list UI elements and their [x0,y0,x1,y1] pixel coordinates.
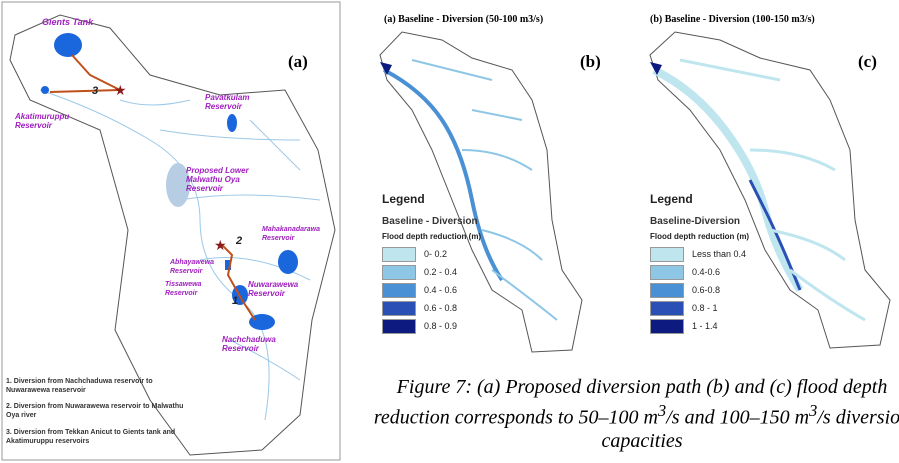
path-number: 3 [92,85,98,97]
legend: Legend Baseline-Diversion Flood depth redu… [650,192,749,335]
path-number: 1 [232,295,238,307]
legend-swatch [382,283,416,298]
legend-row: 1 - 1.4 [650,317,749,335]
legend-label: 0.8 - 1 [692,303,718,313]
legend-row: 0.2 - 0.4 [382,263,481,281]
legend-label: 0.6 - 0.8 [424,303,457,313]
map-label: Pavatkulam Reservoir [205,93,265,111]
panel-title: (a) Baseline - Diversion (50-100 m3/s) [384,14,543,25]
panel-tag: (a) [288,52,308,72]
legend-row: 0.6-0.8 [650,281,749,299]
legend-swatch [650,301,684,316]
legend-title: Legend [382,192,481,206]
panel-title: (b) Baseline - Diversion (100-150 m3/s) [650,14,815,25]
caption-sup: 3 [658,401,666,420]
legend-label: 0.4-0.6 [692,267,720,277]
legend-heading: Flood depth reduction (m) [382,232,481,241]
legend-swatch [382,265,416,280]
legend-label: 0.6-0.8 [692,285,720,295]
legend-swatch [650,247,684,262]
map-label: Gients Tank [42,18,93,27]
legend-subtitle: Baseline - Diversion [382,216,481,227]
legend-row: 0.4-0.6 [650,263,749,281]
legend-swatch [382,301,416,316]
legend-swatch [382,319,416,334]
legend-subtitle: Baseline-Diversion [650,216,749,227]
map-label: Mahakanadarawa Reservoir [262,225,337,243]
legend-title: Legend [650,192,749,206]
legend-label: 0.4 - 0.6 [424,285,457,295]
star: ★ [214,237,227,253]
legend-swatch [650,265,684,280]
legend-swatch [650,319,684,334]
map-label: Akatimuruppu Reservoir [15,112,85,130]
legend-label: 0.2 - 0.4 [424,267,457,277]
legend-row: 0.8 - 0.9 [382,317,481,335]
note: 1. Diversion from Nachchaduwa reservoir … [6,377,196,395]
legend-row: 0.4 - 0.6 [382,281,481,299]
map-label: Nuwarawewa Reservoir [248,280,308,298]
map-label: Proposed Lower Malwathu Oya Reservoir [186,166,264,193]
note: 2. Diversion from Nuwarawewa reservoir t… [6,402,196,420]
star: ★ [114,82,127,98]
legend-row: Less than 0.4 [650,245,749,263]
legend-label: 0.8 - 0.9 [424,321,457,331]
note: 3. Diversion from Tekkan Anicut to Gient… [6,428,196,446]
map-label: Abhayawewa Reservoir [170,258,225,276]
panel-tag: (b) [580,52,601,72]
figure: ★ ★ (a) Gients Tank Akatimuruppu Reservo… [0,0,899,463]
caption-text: /s and 100–150 m [666,407,809,429]
legend-label: 0- 0.2 [424,249,447,259]
legend-row: 0.6 - 0.8 [382,299,481,317]
legend-row: 0- 0.2 [382,245,481,263]
legend-swatch [382,247,416,262]
path-number: 2 [236,235,242,247]
legend-row: 0.8 - 1 [650,299,749,317]
map-label: Nachchaduwa Reservoir [222,335,287,353]
legend-swatch [650,283,684,298]
caption: Figure 7: (a) Proposed diversion path (b… [372,376,899,453]
legend-label: 1 - 1.4 [692,321,718,331]
panel-tag: (c) [858,52,877,72]
legend: Legend Baseline - Diversion Flood depth re… [382,192,481,335]
map-label: Tissawewa Reservoir [165,280,215,298]
legend-label: Less than 0.4 [692,249,746,259]
legend-heading: Flood depth reduction (m) [650,232,749,241]
